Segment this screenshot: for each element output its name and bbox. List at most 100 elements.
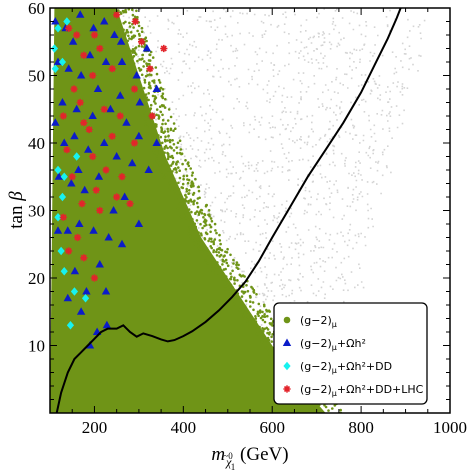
relic-point (100, 138, 109, 146)
lhc-point (59, 213, 67, 221)
legend-marker (283, 316, 291, 324)
relic-point (76, 10, 85, 18)
legend-entry: (g−2)μ+Ωh²+DD (283, 360, 392, 375)
legend-label: (g−2)μ+Ωh² (300, 337, 366, 352)
relic-point (144, 165, 153, 173)
relic-point (117, 57, 127, 65)
relic-point (152, 138, 161, 146)
relic-point (75, 219, 84, 227)
dd-point (58, 192, 67, 202)
relic-point (53, 226, 63, 234)
plot-area (50, 8, 450, 413)
relic-point (134, 131, 144, 140)
relic-point (63, 226, 72, 234)
dd-point (51, 64, 59, 73)
lhc-point (70, 85, 78, 93)
lhc-point (102, 166, 110, 174)
dd-point (57, 246, 65, 256)
x-axis-label: mχ~0 1 (GeV) (211, 444, 288, 472)
legend-marker (283, 385, 291, 393)
relic-point (101, 287, 111, 295)
relic-point (116, 91, 125, 99)
lhc-point (92, 186, 100, 194)
y-tick-label: 30 (28, 202, 45, 221)
lhc-point (160, 44, 168, 53)
y-tick-label: 60 (28, 0, 45, 18)
relic-point (63, 293, 72, 302)
relic-point (58, 98, 67, 106)
legend-marker (283, 361, 291, 371)
lhc-point (80, 254, 88, 262)
lhc-point (65, 247, 73, 255)
relic-point (93, 84, 103, 92)
legend-label: (g−2)μ+Ωh²+DD (300, 360, 392, 375)
dd-point (70, 287, 79, 296)
dd-point (66, 321, 75, 330)
lhc-point (146, 65, 154, 73)
y-tick-label: 50 (28, 67, 45, 86)
y-tick-label: 40 (28, 134, 45, 153)
dd-point (50, 44, 59, 53)
lhc-point (126, 200, 134, 208)
lhc-point (148, 112, 156, 120)
relic-point (84, 145, 93, 153)
relic-point (85, 50, 95, 59)
lhc-point (65, 24, 73, 32)
relic-point (82, 287, 91, 295)
lhc-point (113, 193, 121, 201)
dd-point (58, 57, 67, 67)
lhc-point (100, 105, 108, 113)
relic-point (68, 37, 78, 45)
relic-point (109, 206, 118, 214)
lhc-point (63, 146, 71, 154)
lhc-point (68, 173, 76, 181)
lhc-point (130, 139, 138, 147)
legend-box (273, 302, 428, 405)
y-tick-label: 10 (28, 337, 45, 356)
dd-point (60, 172, 68, 181)
x-tick-label: 800 (348, 418, 374, 437)
lhc-point (108, 65, 116, 73)
relic-point (89, 23, 98, 32)
lhc-point (78, 200, 86, 208)
relic-point (89, 226, 98, 234)
boundary-curve (55, 8, 402, 413)
relic-point (88, 111, 97, 119)
dd-point (81, 294, 90, 303)
lhc-point (80, 119, 88, 127)
legend-label: (g−2)μ (300, 314, 337, 329)
lhc-point (113, 11, 121, 19)
relic-point (142, 44, 152, 52)
y-tick-label: 20 (28, 269, 45, 288)
relic-point (112, 152, 121, 160)
relic-point (134, 219, 144, 227)
relic-point (100, 17, 109, 25)
relic-point (51, 118, 60, 126)
lhc-point (131, 17, 139, 26)
lhc-point (73, 31, 81, 39)
lhc-point (89, 152, 97, 161)
relic-point (120, 192, 129, 200)
relic-point (152, 84, 161, 92)
lhc-point (80, 51, 88, 59)
relic-point (102, 320, 112, 329)
legend-label: (g−2)μ+Ωh²+DD+LHC (300, 383, 424, 398)
relic-point (80, 185, 89, 194)
lhc-point (138, 38, 146, 46)
lhc-point (118, 173, 126, 181)
x-tick-label: 200 (82, 418, 108, 437)
relic-point (110, 30, 119, 38)
relic-point (132, 71, 141, 79)
relic-point (106, 104, 115, 113)
dd-point (54, 165, 62, 175)
lhc-point (74, 233, 82, 242)
relic-point (76, 307, 86, 315)
lhc-point (130, 85, 138, 93)
lhc-point (90, 31, 98, 39)
x-tick-label: 600 (259, 418, 285, 437)
relic-point (54, 172, 64, 180)
relic-point (72, 104, 81, 113)
lhc-point (59, 112, 67, 120)
lhc-point (76, 98, 84, 107)
legend: (g−2)μ (g−2)μ+Ωh² (g−2)μ+Ωh²+DD (g−2)μ+Ωh²+… (273, 302, 428, 405)
